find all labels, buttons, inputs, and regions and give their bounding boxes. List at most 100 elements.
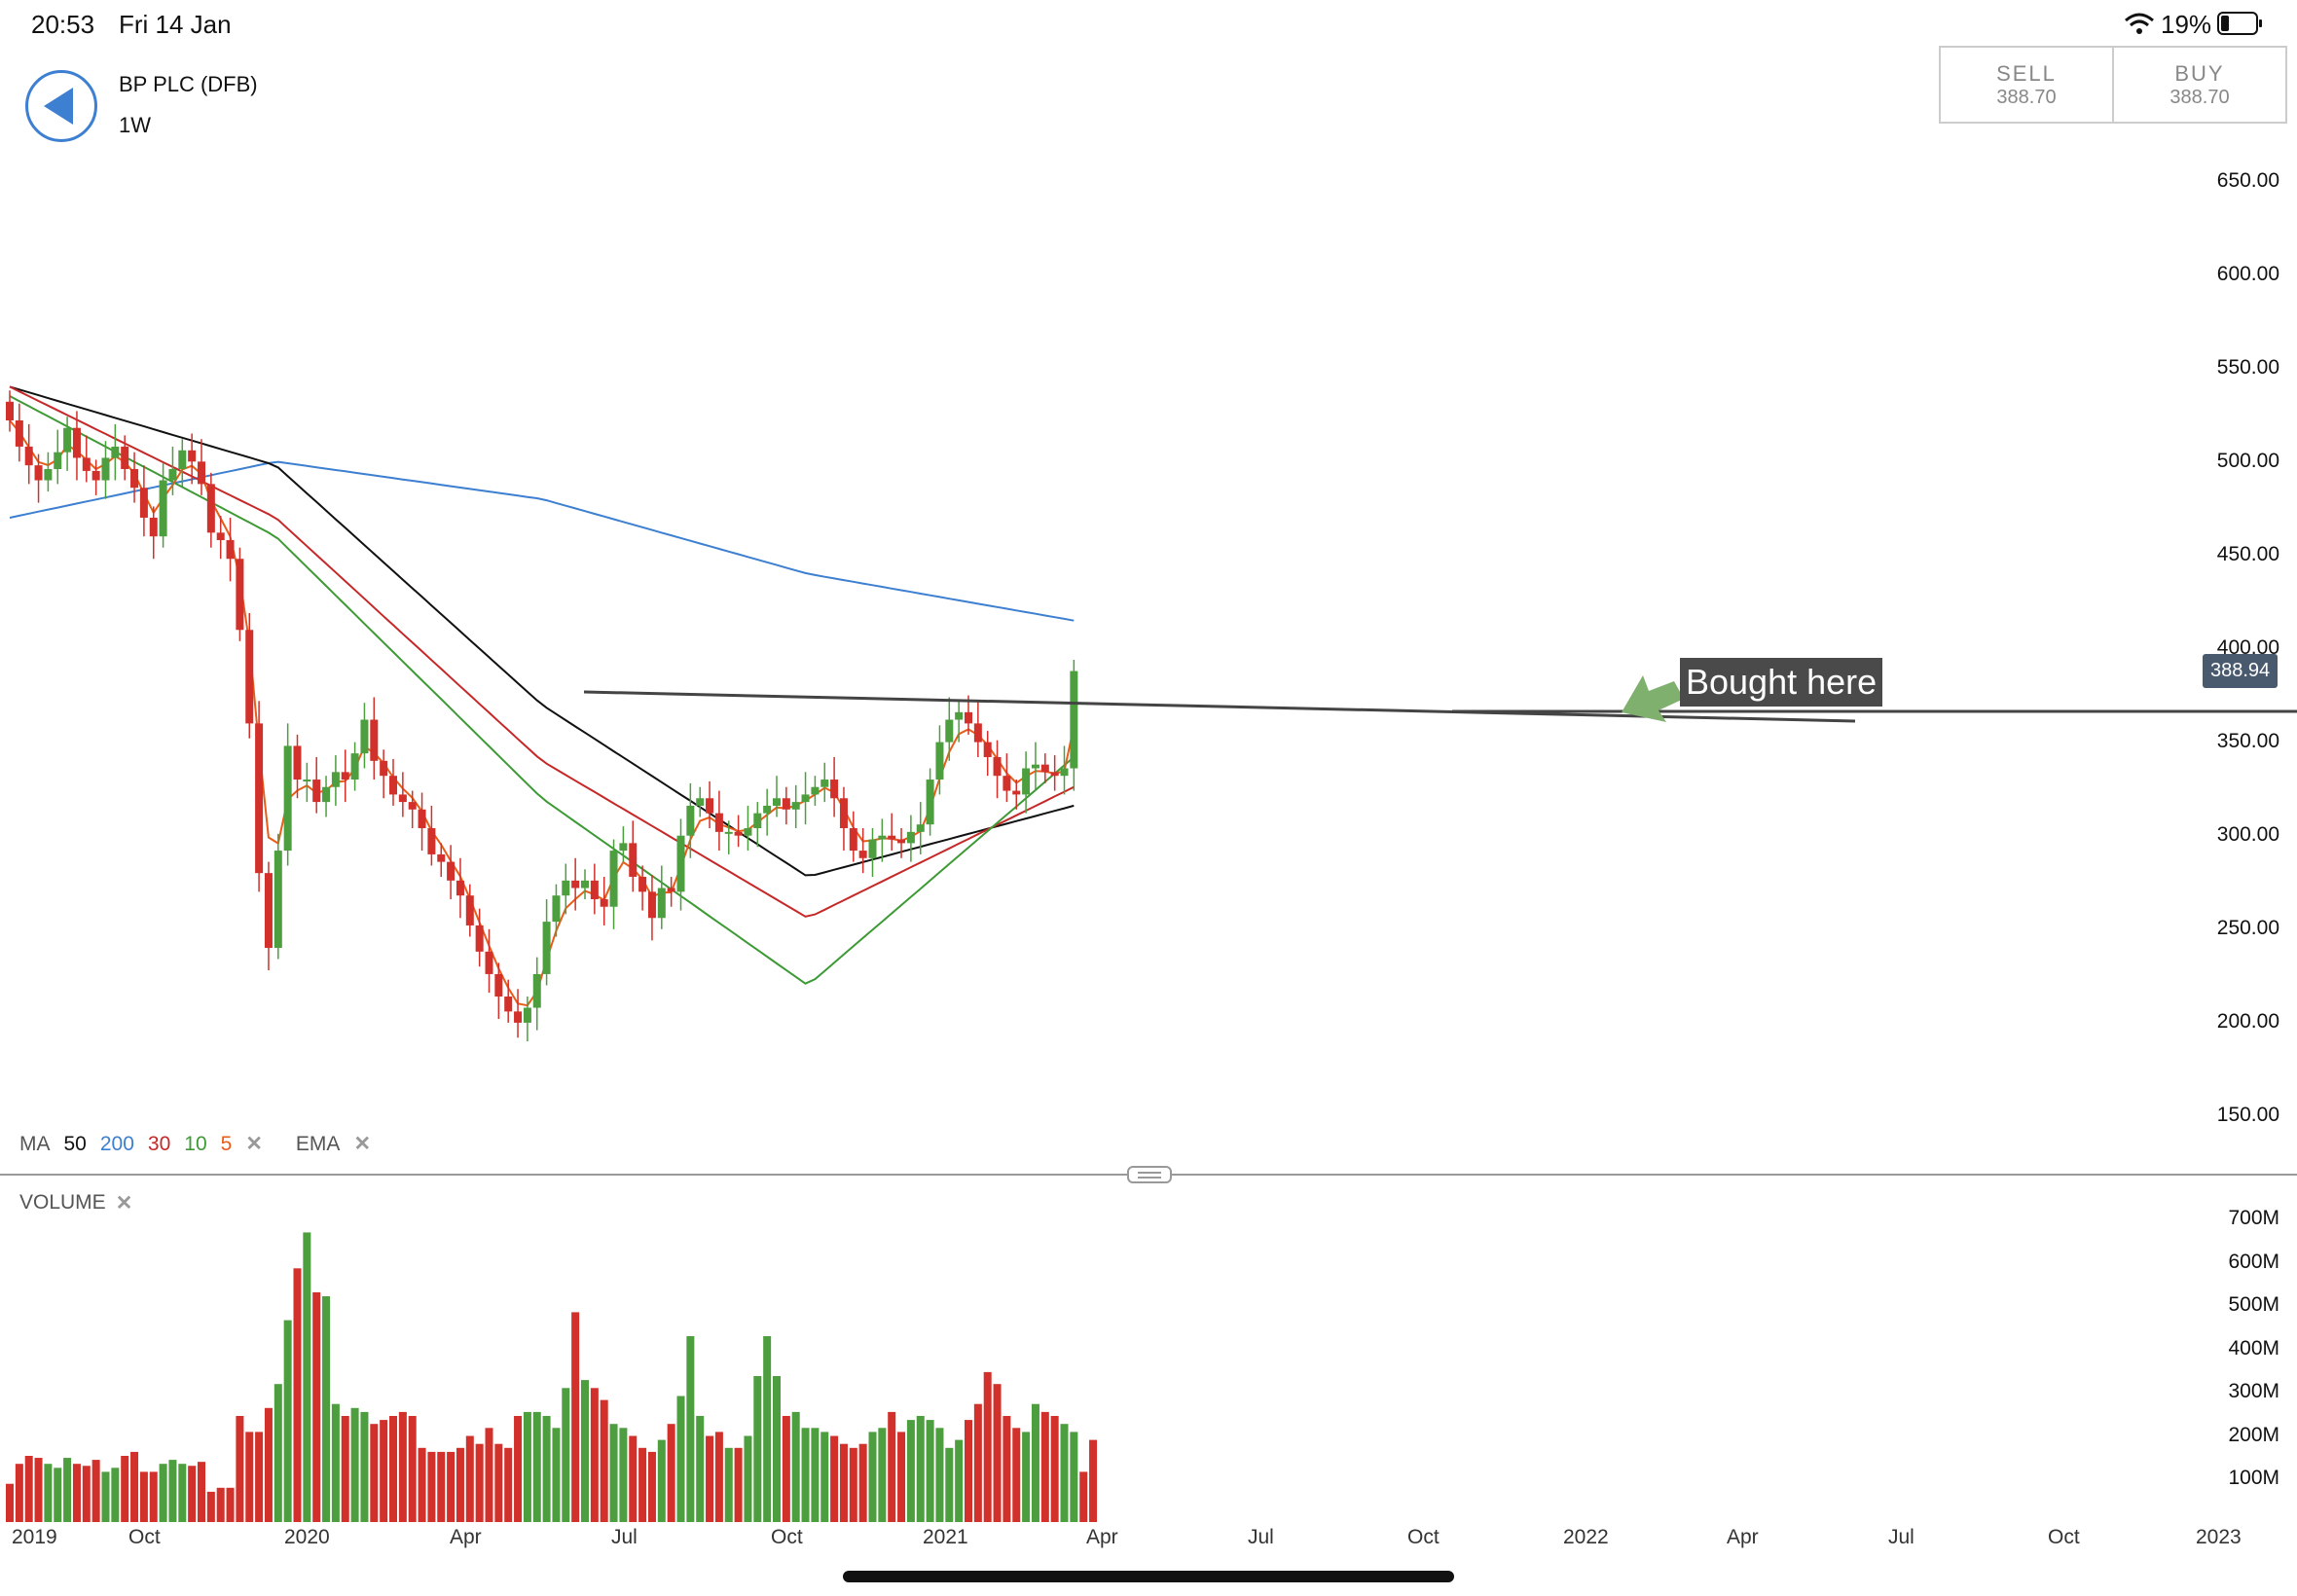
battery-percent: 19% [2161, 10, 2212, 39]
volume-bar [734, 1447, 743, 1522]
buy-label: BUY [2174, 60, 2225, 86]
candle [456, 880, 464, 896]
volume-bar [341, 1416, 349, 1522]
candle [139, 488, 148, 518]
volume-bar [753, 1376, 762, 1522]
volume-bar [629, 1435, 638, 1522]
volume-bar [609, 1424, 618, 1522]
volume-bar [811, 1428, 820, 1522]
candle [858, 851, 867, 858]
candle [168, 468, 177, 481]
candle [63, 427, 72, 453]
candle [773, 798, 781, 806]
candle [398, 794, 407, 803]
candle [293, 745, 302, 780]
remove-ma-icon[interactable]: ✕ [245, 1133, 263, 1155]
home-indicator[interactable] [843, 1571, 1454, 1582]
volume-bar [293, 1268, 302, 1522]
volume-bar [178, 1464, 187, 1522]
instrument-name: BP PLC (DFB) [119, 72, 258, 96]
status-time: 20:53 [31, 10, 95, 39]
timeframe-label[interactable]: 1W [119, 113, 151, 137]
status-date: Fri 14 Jan [119, 10, 232, 39]
price-tick-label: 400.00 [2216, 636, 2279, 659]
ma-period-5[interactable]: 5 [220, 1132, 233, 1155]
candle [753, 813, 762, 829]
candle [983, 742, 992, 757]
ma-line-30 [9, 385, 1075, 918]
indicator-legend: MA 50 200 30 10 5 ✕ EMA ✕ [19, 1132, 371, 1156]
volume-bar [1031, 1403, 1039, 1522]
volume-bar [447, 1451, 456, 1522]
candle [801, 794, 810, 803]
volume-bar [322, 1296, 331, 1522]
time-tick-label: Jul [1888, 1526, 1914, 1548]
candle [408, 802, 417, 810]
candle [82, 457, 91, 471]
volume-bar [168, 1460, 177, 1522]
candle [245, 630, 254, 724]
volume-bar [763, 1336, 772, 1522]
back-arrow-icon [44, 88, 73, 125]
remove-ema-icon[interactable]: ✕ [353, 1133, 372, 1155]
volume-bar [264, 1407, 273, 1522]
volume-bar [888, 1411, 896, 1522]
sell-button[interactable]: SELL 388.70 [1941, 48, 2112, 122]
ema-label[interactable]: EMA [295, 1132, 341, 1155]
remove-volume-icon[interactable]: ✕ [115, 1192, 133, 1215]
time-tick-label: Oct [771, 1526, 803, 1548]
volume-bar [1040, 1411, 1049, 1522]
volume-bar [350, 1407, 359, 1522]
ma-period-30[interactable]: 30 [147, 1132, 171, 1155]
candle [906, 831, 915, 844]
buy-button[interactable]: BUY 388.70 [2112, 48, 2285, 122]
volume-bar [273, 1384, 282, 1522]
candle [782, 798, 790, 810]
annotation-label: Bought here [1680, 658, 1883, 707]
volume-bar [1089, 1439, 1098, 1522]
ma-period-10[interactable]: 10 [184, 1132, 207, 1155]
time-tick-label: 2020 [284, 1526, 330, 1548]
candle [504, 996, 513, 1012]
back-button[interactable] [25, 70, 97, 142]
volume-bar [562, 1388, 570, 1522]
price-tick-label: 450.00 [2216, 543, 2279, 565]
volume-bar [945, 1447, 954, 1522]
volume-bar [380, 1420, 388, 1522]
ma-period-200[interactable]: 200 [99, 1132, 134, 1155]
candle [514, 1011, 523, 1023]
volume-bar [44, 1464, 53, 1522]
candle [350, 753, 359, 780]
candle [657, 888, 666, 919]
volume-bar [647, 1451, 656, 1522]
volume-bar [830, 1435, 839, 1522]
candle [849, 828, 857, 852]
volume-tick-label: 700M [2228, 1207, 2279, 1229]
volume-bar [523, 1411, 531, 1522]
candle [973, 723, 982, 743]
current-price-tag: 388.94 [2203, 654, 2279, 688]
trade-panel: SELL 388.70 BUY 388.70 [1939, 46, 2287, 124]
volume-bar [714, 1432, 723, 1522]
volume-bar [514, 1416, 523, 1522]
volume-bar [72, 1464, 81, 1522]
price-tick-label: 600.00 [2216, 263, 2279, 285]
volume-bar [216, 1487, 225, 1522]
volume-bar [935, 1428, 944, 1522]
candle [955, 711, 964, 720]
candle [178, 450, 187, 469]
ma-period-50[interactable]: 50 [63, 1132, 87, 1155]
volume-bar [858, 1443, 867, 1522]
candle [696, 798, 705, 806]
volume-bar [906, 1420, 915, 1522]
volume-bar [63, 1458, 72, 1522]
candle [888, 835, 896, 840]
candle [273, 851, 282, 949]
candle [188, 450, 197, 462]
volume-bar [983, 1371, 992, 1522]
volume-bar [236, 1416, 244, 1522]
volume-bar [552, 1428, 561, 1522]
pane-resize-handle[interactable] [1127, 1166, 1172, 1183]
price-tick-label: 200.00 [2216, 1010, 2279, 1033]
